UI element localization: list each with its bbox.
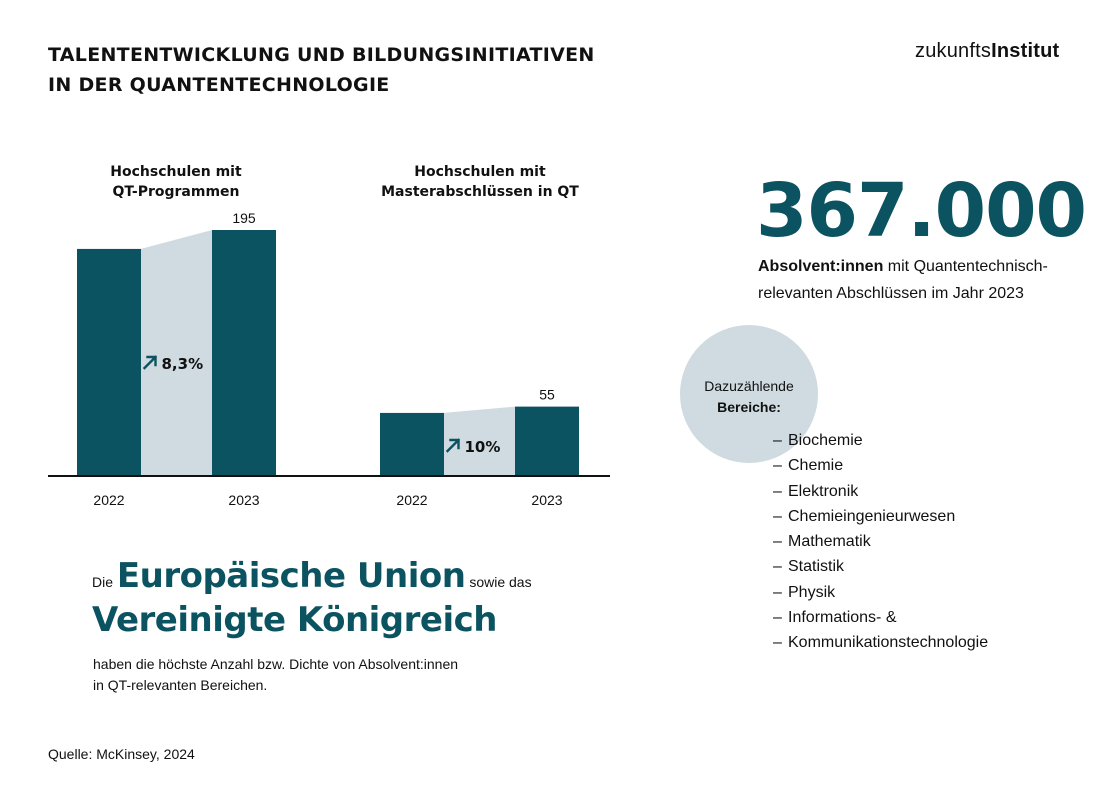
list-item: Elektronik <box>773 479 988 505</box>
chart-2-x-tick-2023: 2023 <box>531 492 562 508</box>
graduates-desc-line-2: relevanten Abschlüssen im Jahr 2023 <box>758 285 1024 302</box>
graduates-desc-rest: mit Quantentechnisch- <box>883 258 1048 275</box>
chart-2-growth-label: 10% <box>465 438 501 456</box>
logo: zukunftsInstitut <box>915 40 1059 63</box>
chart-2-x-tick-2022: 2022 <box>396 492 427 508</box>
eu-middle: sowie das <box>465 574 532 590</box>
chart-2-title: Hochschulen mit Masterabschlüssen in QT <box>370 162 590 202</box>
chart-2-title-line-1: Hochschulen mit <box>414 164 546 180</box>
graduates-number: 367.000 <box>756 168 1087 254</box>
eu-prefix: Die <box>92 574 117 590</box>
eu-description: haben die höchste Anzahl bzw. Dichte von… <box>93 654 458 696</box>
chart-1-title-line-1: Hochschulen mit <box>110 164 242 180</box>
source-note: Quelle: McKinsey, 2024 <box>48 746 195 762</box>
chart-1-data-label-2023: 195 <box>232 210 256 226</box>
graduates-desc-bold: Absolvent:innen <box>758 258 884 275</box>
eu-statement-line-2: Vereinigte Königreich <box>92 600 498 640</box>
areas-heading-line-1: Dazuzählende <box>704 378 794 394</box>
list-item-continuation: Kommunikationstechnologie <box>773 630 988 656</box>
list-item: Statistik <box>773 554 988 580</box>
title-line-2: IN DER QUANTENTECHNOLOGIE <box>48 74 390 96</box>
title-line-1: TALENTENTWICKLUNG UND BILDUNGSINITIATIVE… <box>48 44 595 66</box>
uk-emphasis: Vereinigte Königreich <box>92 600 498 640</box>
chart-1-title: Hochschulen mit QT-Programmen <box>76 162 276 202</box>
list-item: Mathematik <box>773 529 988 555</box>
chart-2-title-line-2: Masterabschlüssen in QT <box>381 184 579 200</box>
chart-1-bar-2022 <box>77 248 141 476</box>
eu-emphasis: Europäische Union <box>116 556 466 596</box>
chart-1-x-tick-2023: 2023 <box>228 492 259 508</box>
list-item: Physik <box>773 580 988 606</box>
eu-desc-line-2: in QT-relevanten Bereichen. <box>93 677 268 693</box>
areas-heading-line-2: Bereiche: <box>717 399 781 415</box>
chart-1-x-tick-2022: 2022 <box>93 492 124 508</box>
chart-1-growth-arrow-icon <box>142 355 158 370</box>
eu-statement-line-1: Die Europäische Union sowie das <box>92 556 532 596</box>
chart-1-title-line-2: QT-Programmen <box>112 184 240 200</box>
areas-list: Biochemie Chemie Elektronik Chemieingeni… <box>773 428 988 656</box>
logo-part-2: Institut <box>991 40 1060 62</box>
logo-part-1: zukunfts <box>915 40 992 62</box>
chart-2-growth-arrow-icon <box>445 438 461 453</box>
graduates-description: Absolvent:innen mit Quantentechnisch- re… <box>758 253 1088 307</box>
list-item: Biochemie <box>773 428 988 454</box>
chart-2-bar-2022 <box>380 412 444 476</box>
list-item: Informations- & <box>773 605 988 631</box>
chart-1-bar-2023 <box>212 230 276 476</box>
chart-1-growth-bridge <box>141 230 212 476</box>
list-item: Chemieingenieurwesen <box>773 504 988 530</box>
page-title: TALENTENTWICKLUNG UND BILDUNGSINITIATIVE… <box>48 40 595 100</box>
eu-desc-line-1: haben die höchste Anzahl bzw. Dichte von… <box>93 656 459 672</box>
chart-2-bar-2023 <box>515 406 579 476</box>
chart-1-growth-label: 8,3% <box>162 355 204 373</box>
chart-2-growth-bridge <box>444 406 515 476</box>
areas-heading: Dazuzählende Bereiche: <box>680 376 818 418</box>
chart-2-data-label-2023: 55 <box>539 387 555 403</box>
list-item: Chemie <box>773 453 988 479</box>
